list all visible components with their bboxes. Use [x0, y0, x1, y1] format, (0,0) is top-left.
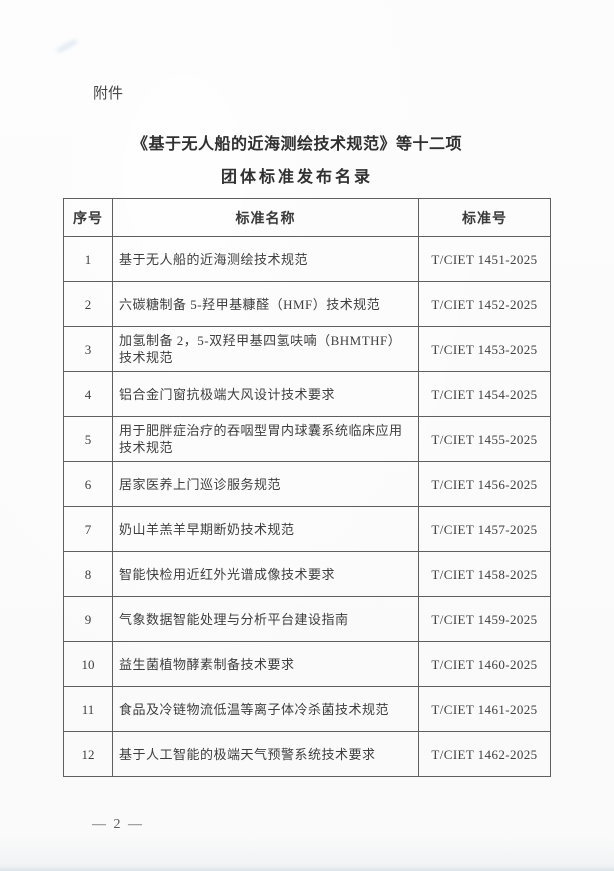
standard-name-cell: 食品及冷链物流低温等离子体冷杀菌技术规范	[112, 686, 419, 732]
standard-name-cell: 益生菌植物酵素制备技术要求	[112, 641, 419, 687]
standard-name-cell: 铝合金门窗抗极端大风设计技术要求	[112, 371, 419, 417]
table-row: 11 食品及冷链物流低温等离子体冷杀菌技术规范 T/CIET 1461-2025	[63, 686, 551, 732]
table-row: 6 居家医养上门巡诊服务规范 T/CIET 1456-2025	[63, 461, 551, 507]
table-row: 5 用于肥胖症治疗的吞咽型胃内球囊系统临床应用技术规范 T/CIET 1455-20…	[63, 416, 551, 462]
row-index-cell: 7	[63, 506, 113, 552]
standard-name-cell: 基于人工智能的极端天气预警系统技术要求	[112, 731, 419, 777]
table-row: 2 六碳糖制备 5-羟甲基糠醛（HMF）技术规范 T/CIET 1452-2025	[63, 281, 551, 327]
row-index-cell: 6	[63, 461, 113, 507]
row-index-cell: 3	[63, 326, 113, 372]
standard-code-cell: T/CIET 1462-2025	[418, 731, 551, 777]
standard-code-cell: T/CIET 1461-2025	[418, 686, 551, 732]
table-row: 4 铝合金门窗抗极端大风设计技术要求 T/CIET 1454-2025	[63, 371, 551, 417]
page-number: — 2 —	[92, 817, 144, 832]
standard-code-cell: T/CIET 1452-2025	[418, 281, 551, 327]
standard-code-cell: T/CIET 1460-2025	[418, 641, 551, 687]
row-index-cell: 10	[63, 641, 113, 687]
standard-code-cell: T/CIET 1454-2025	[418, 371, 551, 417]
row-index-cell: 8	[63, 551, 113, 597]
document-title: 《基于无人船的近海测绘技术规范》等十二项	[131, 136, 462, 153]
row-index-cell: 2	[63, 281, 113, 327]
standard-name-cell: 用于肥胖症治疗的吞咽型胃内球囊系统临床应用技术规范	[112, 416, 419, 462]
standard-name-cell: 基于无人船的近海测绘技术规范	[112, 236, 419, 282]
table-row: 3 加氢制备 2，5-双羟甲基四氢呋喃（BHMTHF）技术规范 T/CIET 145…	[63, 326, 551, 372]
standard-code-cell: T/CIET 1451-2025	[418, 236, 551, 282]
row-index-cell: 9	[63, 596, 113, 642]
table-body: 1 基于无人船的近海测绘技术规范 T/CIET 1451-2025 2 六碳糖制备 5-…	[63, 236, 551, 777]
row-index-cell: 12	[63, 731, 113, 777]
column-header-index: 序号	[63, 198, 113, 237]
document-subtitle: 团体标准发布名录	[220, 169, 373, 186]
standard-code-cell: T/CIET 1456-2025	[418, 461, 551, 507]
table-header-row: 序号 标准名称 标准号	[63, 198, 551, 237]
standard-name-cell: 智能快检用近红外光谱成像技术要求	[112, 551, 419, 597]
table-row: 12 基于人工智能的极端天气预警系统技术要求 T/CIET 1462-2025	[63, 731, 551, 777]
standard-name-cell: 居家医养上门巡诊服务规范	[112, 461, 419, 507]
row-index-cell: 11	[63, 686, 113, 732]
row-index-cell: 1	[63, 236, 113, 282]
table-row: 10 益生菌植物酵素制备技术要求 T/CIET 1460-2025	[63, 641, 551, 687]
standard-code-cell: T/CIET 1457-2025	[418, 506, 551, 552]
standards-table: 序号 标准名称 标准号 1 基于无人船的近海测绘技术规范 T/CIET 1451-2…	[63, 198, 551, 777]
standard-code-cell: T/CIET 1459-2025	[418, 596, 551, 642]
table-row: 1 基于无人船的近海测绘技术规范 T/CIET 1451-2025	[63, 236, 551, 282]
column-header-standard-code: 标准号	[418, 198, 551, 237]
attachment-label: 附件	[93, 86, 124, 102]
scan-smudge	[56, 39, 78, 53]
standard-code-cell: T/CIET 1453-2025	[418, 326, 551, 372]
table-row: 7 奶山羊羔羊早期断奶技术规范 T/CIET 1457-2025	[63, 506, 551, 552]
standard-name-cell: 奶山羊羔羊早期断奶技术规范	[112, 506, 419, 552]
standard-code-cell: T/CIET 1455-2025	[418, 416, 551, 462]
row-index-cell: 5	[63, 416, 113, 462]
table-row: 9 气象数据智能处理与分析平台建设指南 T/CIET 1459-2025	[63, 596, 551, 642]
scan-edge	[0, 866, 614, 871]
column-header-standard-name: 标准名称	[112, 198, 419, 237]
standard-name-cell: 气象数据智能处理与分析平台建设指南	[112, 596, 419, 642]
standard-name-cell: 六碳糖制备 5-羟甲基糠醛（HMF）技术规范	[112, 281, 419, 327]
row-index-cell: 4	[63, 371, 113, 417]
table-row: 8 智能快检用近红外光谱成像技术要求 T/CIET 1458-2025	[63, 551, 551, 597]
standard-code-cell: T/CIET 1458-2025	[418, 551, 551, 597]
standard-name-cell: 加氢制备 2，5-双羟甲基四氢呋喃（BHMTHF）技术规范	[112, 326, 419, 372]
